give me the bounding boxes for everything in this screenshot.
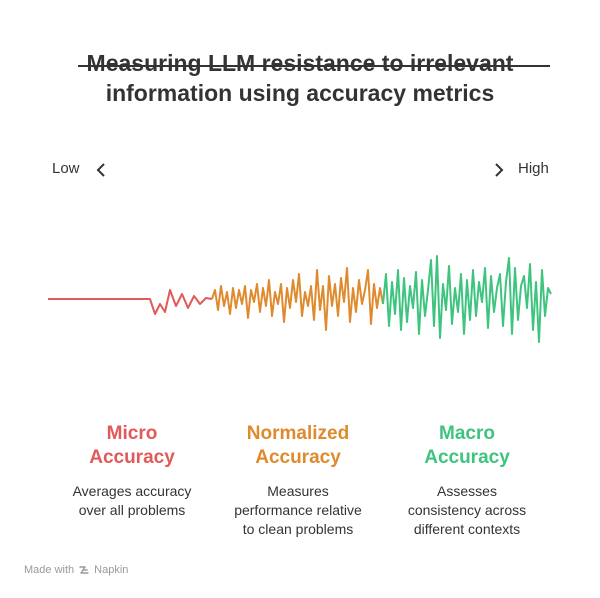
metric-micro-title: Micro Accuracy bbox=[42, 422, 222, 470]
metric-normalized-desc-line-3: to clean problems bbox=[242, 521, 354, 537]
metric-normalized-title-line-1: Normalized bbox=[246, 423, 350, 444]
metric-macro-desc-line-3: different contexts bbox=[413, 521, 521, 537]
metric-normalized-title-line-2: Accuracy bbox=[255, 447, 341, 468]
scale-high-label: High bbox=[518, 160, 549, 177]
title-strikethrough bbox=[78, 65, 550, 67]
metric-normalized-desc-line-1: Measures bbox=[267, 483, 329, 499]
metric-macro-desc-line-1: Assesses bbox=[437, 483, 497, 499]
metric-micro-description: Averages accuracy over all problems bbox=[42, 482, 222, 520]
chevron-left-icon bbox=[96, 163, 105, 177]
metric-macro-description: Assesses consistency across different co… bbox=[377, 482, 557, 539]
metric-normalized-description: Measures performance relative to clean p… bbox=[208, 482, 388, 539]
footer-prefix: Made with bbox=[24, 564, 75, 576]
napkin-logo-icon bbox=[79, 566, 89, 574]
metric-macro-title-line-2: Accuracy bbox=[424, 447, 510, 468]
metric-macro-title-line-1: Macro bbox=[439, 423, 495, 444]
title-line-1: Measuring LLM resistance to irrelevant bbox=[86, 50, 514, 76]
waveform-normalized-segment bbox=[211, 267, 384, 331]
metric-normalized-desc-line-2: performance relative bbox=[234, 502, 362, 518]
metric-micro-title-line-2: Accuracy bbox=[89, 447, 175, 468]
noise-waveform bbox=[48, 255, 552, 343]
made-with-napkin-footer[interactable]: Made with Napkin bbox=[24, 564, 128, 576]
metric-micro-desc-line-2: over all problems bbox=[78, 502, 186, 518]
waveform-macro-segment bbox=[382, 255, 552, 343]
metric-macro-accuracy: Macro Accuracy Assesses consistency acro… bbox=[377, 422, 557, 539]
waveform-micro-segment bbox=[48, 289, 213, 315]
metric-micro-accuracy: Micro Accuracy Averages accuracy over al… bbox=[42, 422, 222, 520]
metric-macro-title: Macro Accuracy bbox=[377, 422, 557, 470]
metric-macro-desc-line-2: consistency across bbox=[407, 502, 527, 518]
footer-brand: Napkin bbox=[94, 564, 129, 576]
title-line-2: information using accuracy metrics bbox=[105, 80, 495, 106]
metric-micro-title-line-1: Micro bbox=[106, 423, 158, 444]
metric-normalized-title: Normalized Accuracy bbox=[208, 422, 388, 470]
scale-low-label: Low bbox=[52, 160, 80, 177]
page-title: Measuring LLM resistance to irrelevant i… bbox=[0, 48, 600, 108]
chevron-right-icon bbox=[495, 163, 504, 177]
metric-micro-desc-line-1: Averages accuracy bbox=[72, 483, 192, 499]
metric-normalized-accuracy: Normalized Accuracy Measures performance… bbox=[208, 422, 388, 539]
